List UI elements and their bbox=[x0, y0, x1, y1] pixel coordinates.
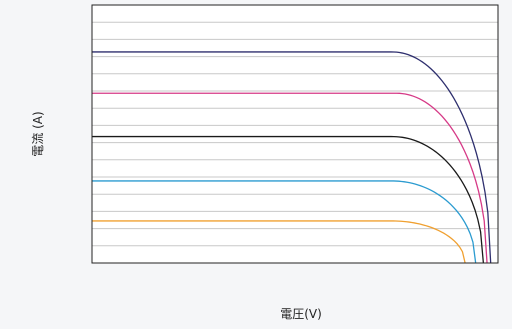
x-axis-label: 電圧(V) bbox=[280, 307, 322, 321]
series-line bbox=[92, 180, 477, 264]
series-line bbox=[92, 51, 492, 264]
y-axis-label: 電流 (A) bbox=[31, 111, 45, 156]
plot-frame bbox=[91, 4, 499, 264]
grid-lines bbox=[92, 21, 498, 247]
series-line bbox=[92, 92, 488, 264]
plot-background bbox=[92, 5, 498, 263]
series-group bbox=[92, 51, 492, 264]
series-line bbox=[92, 220, 466, 264]
series-line bbox=[92, 135, 485, 264]
